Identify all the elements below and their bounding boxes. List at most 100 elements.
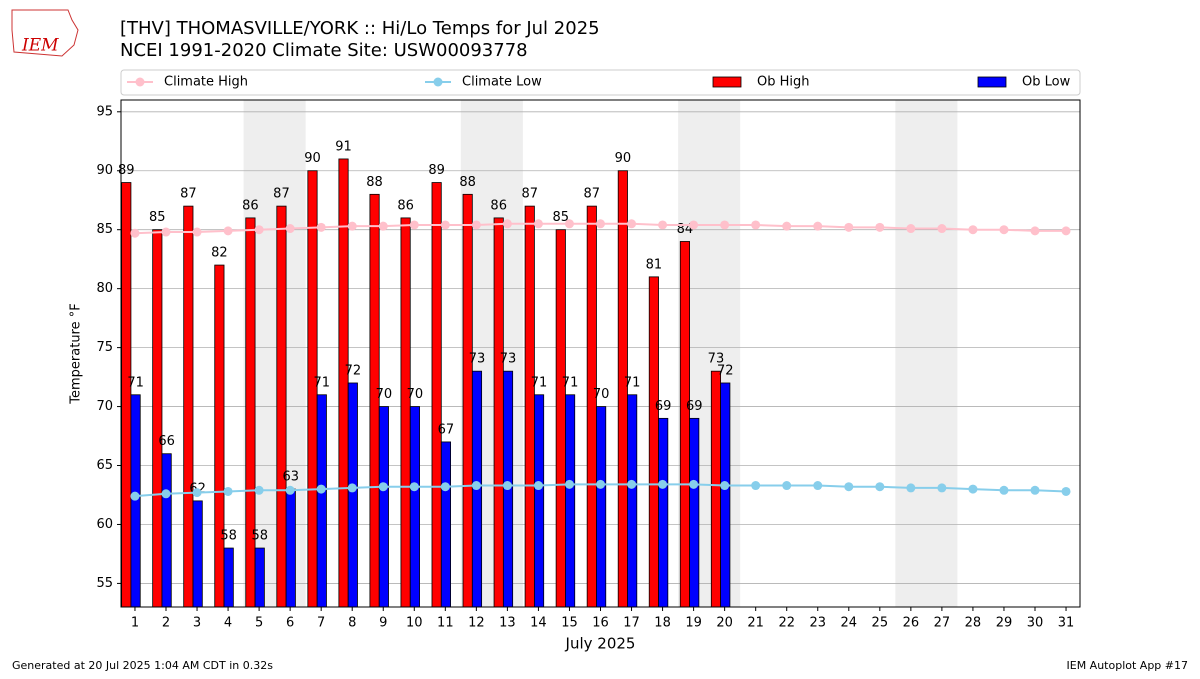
line-point	[782, 481, 792, 491]
footer-right: IEM Autoplot App #17	[1067, 659, 1189, 672]
bar-label: 73	[708, 352, 725, 367]
bar-label: 66	[158, 434, 175, 449]
bar	[493, 217, 504, 608]
bar-label: 58	[251, 529, 268, 544]
bar-label: 86	[397, 198, 414, 213]
bar	[586, 205, 597, 608]
bar	[440, 441, 451, 608]
bar	[627, 394, 638, 608]
x-tick-label: 8	[348, 616, 356, 631]
bar-label: 69	[686, 399, 703, 414]
bar	[720, 382, 731, 608]
x-tick-label: 12	[468, 616, 485, 631]
bar-label: 67	[438, 422, 455, 437]
weekend-band	[895, 100, 958, 607]
line-point	[999, 225, 1009, 235]
bar	[152, 229, 163, 608]
y-tick-label: 95	[96, 104, 113, 119]
line-point	[658, 220, 668, 230]
line-point	[875, 482, 885, 492]
x-tick-label: 20	[716, 616, 733, 631]
y-tick-label: 90	[96, 163, 113, 178]
bar	[245, 217, 256, 608]
line-point	[999, 485, 1009, 495]
bar-label: 71	[127, 375, 144, 390]
bar-label: 82	[211, 246, 228, 261]
legend	[120, 69, 1081, 96]
line-point	[533, 219, 543, 229]
bar	[183, 205, 194, 608]
bar	[378, 406, 389, 608]
line-point	[440, 220, 450, 230]
bar-label: 90	[304, 151, 321, 166]
bar	[285, 488, 296, 608]
bar-label: 87	[180, 187, 197, 202]
bar	[400, 217, 411, 608]
line-point	[564, 219, 574, 229]
line-point	[627, 479, 637, 489]
line-point	[316, 484, 326, 494]
x-tick-label: 21	[747, 616, 764, 631]
bar-label: 72	[345, 363, 362, 378]
bar-label: 87	[584, 187, 601, 202]
line-point	[751, 220, 761, 230]
bar-label: 86	[242, 198, 259, 213]
line-point	[1030, 485, 1040, 495]
y-tick-label: 85	[96, 222, 113, 237]
x-tick-label: 9	[379, 616, 387, 631]
bar	[648, 276, 659, 608]
bar	[596, 406, 607, 608]
bar-label: 69	[655, 399, 672, 414]
bar	[710, 370, 722, 608]
bar	[658, 417, 669, 608]
y-axis-label: Temperature °F	[69, 303, 84, 404]
legend-swatch	[712, 76, 742, 88]
line-point	[409, 482, 419, 492]
bar	[462, 193, 473, 608]
bar-label: 89	[428, 163, 445, 178]
bar-label: 88	[459, 175, 476, 190]
bar-label: 86	[490, 198, 507, 213]
bar-label: 70	[593, 387, 610, 402]
line-point	[658, 479, 668, 489]
line-point	[782, 221, 792, 231]
line-point	[937, 483, 947, 493]
bar-label: 71	[314, 375, 331, 390]
x-tick-label: 26	[903, 616, 920, 631]
bar	[316, 394, 327, 608]
x-tick-label: 31	[1058, 616, 1075, 631]
line-point	[347, 483, 357, 493]
legend-marker	[433, 77, 443, 87]
x-tick-label: 19	[685, 616, 702, 631]
line-point	[409, 220, 419, 230]
bar	[533, 394, 545, 608]
bar	[192, 500, 203, 608]
line-point	[254, 225, 264, 235]
bar-label: 87	[521, 187, 538, 202]
x-tick-label: 11	[437, 616, 454, 631]
bar	[276, 205, 287, 608]
bar-label: 73	[500, 352, 517, 367]
legend-marker	[135, 77, 145, 87]
bar	[214, 264, 225, 608]
line-point	[689, 479, 699, 489]
x-tick-label: 2	[162, 616, 170, 631]
bar	[161, 453, 172, 608]
bar-label: 72	[717, 363, 734, 378]
line-point	[471, 481, 481, 491]
bar-label: 81	[646, 257, 663, 272]
bar	[409, 406, 420, 608]
x-tick-label: 16	[592, 616, 609, 631]
line-point	[533, 481, 543, 491]
line-point	[813, 481, 823, 491]
y-tick-label: 75	[96, 340, 113, 355]
y-tick-label: 60	[96, 517, 113, 532]
x-tick-label: 22	[778, 616, 795, 631]
x-tick-label: 15	[561, 616, 578, 631]
x-tick-label: 14	[530, 616, 547, 631]
line-point	[1030, 226, 1040, 236]
y-tick-label: 70	[96, 399, 113, 414]
bar-label: 90	[615, 151, 632, 166]
bar-label: 89	[118, 163, 135, 178]
